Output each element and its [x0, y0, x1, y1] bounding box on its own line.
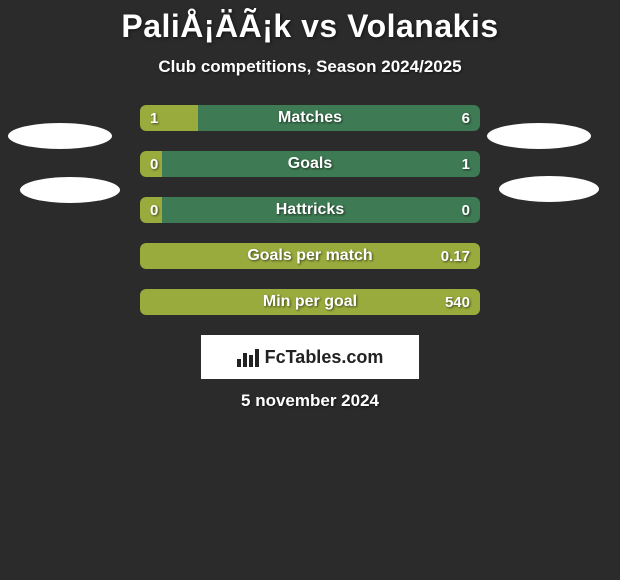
stat-left-value: 1: [150, 105, 158, 131]
bar-left-fill: [140, 243, 480, 269]
bar-right-fill: [140, 197, 480, 223]
comparison-widget: PaliÅ¡ÄÃ¡k vs Volanakis Club competition…: [0, 0, 620, 411]
bar-right-fill: [140, 151, 480, 177]
stat-right-value: 1: [462, 151, 470, 177]
bar-left-fill: [140, 289, 480, 315]
stat-bar: Goals per match0.17: [140, 243, 480, 269]
stat-bar: Matches16: [140, 105, 480, 131]
stat-left-value: 0: [150, 151, 158, 177]
bar-left-fill: [140, 105, 198, 131]
stat-right-value: 540: [445, 289, 470, 315]
stat-right-value: 0.17: [441, 243, 470, 269]
stat-bar: Hattricks00: [140, 197, 480, 223]
decorative-ellipse: [487, 123, 591, 149]
stat-left-value: 0: [150, 197, 158, 223]
stat-bar: Min per goal540: [140, 289, 480, 315]
decorative-ellipse: [20, 177, 120, 203]
stat-bar: Goals01: [140, 151, 480, 177]
subtitle: Club competitions, Season 2024/2025: [0, 57, 620, 77]
page-title: PaliÅ¡ÄÃ¡k vs Volanakis: [0, 8, 620, 45]
decorative-ellipse: [499, 176, 599, 202]
decorative-ellipse: [8, 123, 112, 149]
stat-row: Min per goal540: [0, 289, 620, 315]
bars-icon: [237, 347, 259, 367]
date: 5 november 2024: [0, 391, 620, 411]
stat-right-value: 6: [462, 105, 470, 131]
stat-row: Goals per match0.17: [0, 243, 620, 269]
logo-text: FcTables.com: [265, 347, 384, 368]
stat-right-value: 0: [462, 197, 470, 223]
fctables-logo[interactable]: FcTables.com: [201, 335, 419, 379]
stat-row: Goals01: [0, 151, 620, 177]
